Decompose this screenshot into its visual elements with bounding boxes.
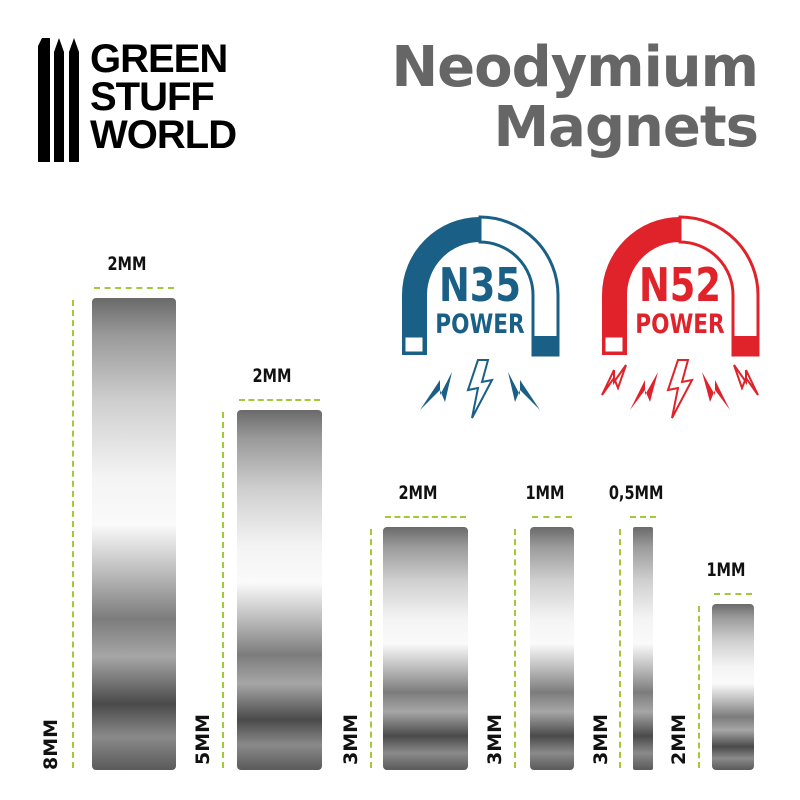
thickness-label: 2MM: [107, 253, 147, 275]
diameter-label: 8MM: [40, 718, 62, 770]
badge-n52: N52 POWER: [600, 210, 760, 420]
logo-line: WORLD: [90, 113, 237, 157]
logo-line: GREEN: [90, 37, 228, 81]
logo-line: STUFF: [90, 75, 215, 119]
thickness-label: 1MM: [706, 559, 746, 581]
thickness-dimension-line: [714, 593, 752, 595]
diameter-dimension-line: [698, 606, 700, 768]
badge-grade: N35: [438, 258, 521, 312]
magnet-horseshoe-icon: [402, 215, 560, 419]
badge-label: POWER: [635, 309, 725, 340]
diameter-label: 2MM: [668, 713, 690, 765]
diameter-dimension-line: [222, 412, 224, 768]
thickness-dimension-line: [94, 287, 174, 289]
diameter-dimension-line: [619, 529, 621, 768]
pencils-icon: [38, 38, 79, 162]
thickness-dimension-line: [532, 516, 572, 518]
magnet-image: [530, 527, 574, 770]
badge-n35: N35 POWER: [400, 210, 560, 420]
diameter-label: 5MM: [192, 713, 214, 765]
thickness-dimension-line: [239, 399, 320, 401]
magnet-image: [633, 527, 653, 770]
diameter-dimension-line: [514, 529, 516, 768]
thickness-dimension-line: [630, 516, 656, 518]
thickness-label: 2MM: [398, 482, 438, 504]
thickness-label: 2MM: [252, 365, 292, 387]
magnet-image: [383, 527, 468, 770]
thickness-dimension-line: [385, 516, 466, 518]
badge-label: POWER: [435, 309, 525, 340]
thickness-label: 1MM: [525, 482, 565, 504]
magnet-image: [237, 410, 322, 770]
diameter-label: 3MM: [340, 713, 362, 765]
diameter-label: 3MM: [590, 713, 612, 765]
title-line-1: Neodymium: [391, 35, 759, 100]
magnet-horseshoe-icon: [601, 215, 760, 419]
brand-logo: GREEN STUFF WORLD: [38, 38, 258, 164]
page-title: Neodymium Magnets: [391, 35, 759, 160]
diameter-dimension-line: [370, 529, 372, 768]
magnet-image: [712, 604, 754, 770]
diameter-label: 3MM: [484, 713, 506, 765]
title-line-2: Magnets: [493, 95, 759, 160]
thickness-label: 0,5MM: [608, 482, 664, 504]
magnet-image: [92, 298, 176, 770]
badge-grade: N52: [638, 258, 721, 312]
diameter-dimension-line: [72, 300, 74, 768]
